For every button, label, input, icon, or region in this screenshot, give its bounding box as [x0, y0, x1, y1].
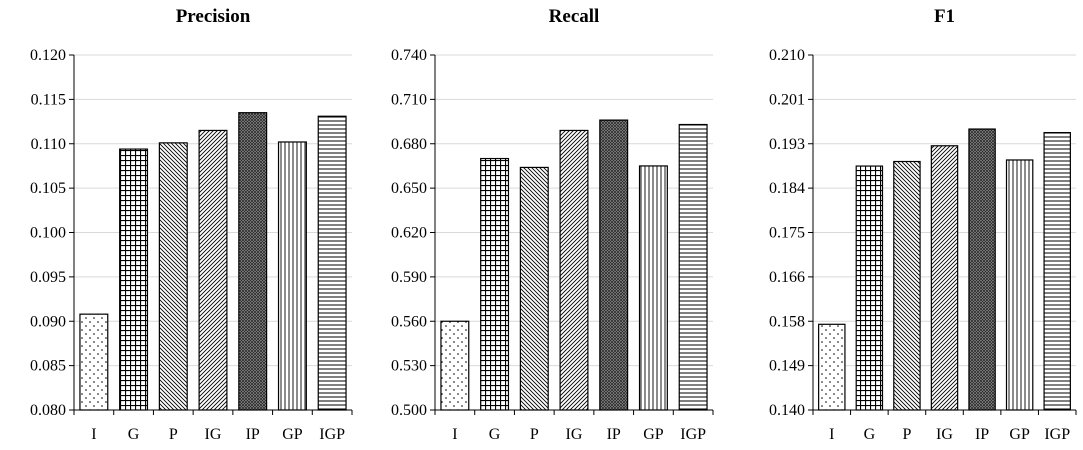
y-tick-label: 0.115 — [31, 91, 66, 108]
y-tick-label: 0.120 — [30, 47, 66, 64]
x-tick-label: IGP — [1044, 426, 1070, 443]
chart-title-precision: Precision — [176, 6, 251, 27]
bar-f1-p — [893, 160, 921, 411]
x-tick-label: I — [829, 426, 834, 443]
y-tick-label: 0.710 — [391, 91, 427, 108]
bar-f1-i — [818, 323, 846, 411]
bar-recall-ip — [599, 119, 629, 411]
bar-precision-gp — [277, 141, 307, 411]
bar-f1-gp — [1005, 159, 1034, 411]
y-tick-label: 0.560 — [391, 313, 427, 330]
x-tick-label: P — [902, 426, 911, 443]
bar-f1-ip — [968, 128, 996, 411]
x-tick-label: IP — [975, 426, 989, 443]
x-tick-label: GP — [1009, 426, 1030, 443]
y-tick-label: 0.500 — [391, 402, 427, 419]
x-tick-label: IG — [566, 426, 583, 443]
bar-precision-ig — [198, 129, 228, 411]
y-tick-label: 0.620 — [391, 225, 427, 242]
x-tick-label: IP — [246, 426, 260, 443]
chart-title-recall: Recall — [549, 6, 600, 27]
y-tick-label: 0.085 — [30, 358, 66, 375]
bar-recall-p — [519, 166, 549, 411]
y-tick-label: 0.175 — [769, 225, 805, 242]
bar-f1-igp — [1043, 131, 1071, 411]
y-tick-label: 0.166 — [769, 269, 805, 286]
y-tick-label: 0.210 — [769, 47, 805, 64]
y-tick-label: 0.149 — [769, 358, 805, 375]
y-tick-label: 0.680 — [391, 136, 427, 153]
y-tick-label: 0.100 — [30, 225, 66, 242]
y-tick-label: 0.095 — [30, 269, 66, 286]
y-tick-label: 0.530 — [391, 358, 427, 375]
y-tick-label: 0.140 — [769, 402, 805, 419]
x-tick-label: G — [489, 426, 501, 443]
bar-recall-igp — [678, 123, 708, 411]
x-tick-label: IG — [205, 426, 222, 443]
y-tick-label: 0.110 — [31, 136, 66, 153]
bar-f1-ig — [930, 145, 959, 411]
bar-precision-ip — [238, 112, 268, 411]
y-tick-label: 0.650 — [391, 180, 427, 197]
x-tick-label: P — [530, 426, 539, 443]
x-tick-label: P — [169, 426, 178, 443]
bar-precision-g — [119, 148, 149, 411]
bar-f1-g — [855, 165, 884, 411]
bar-recall-ig — [559, 129, 589, 411]
x-tick-label: IP — [607, 426, 621, 443]
bar-recall-g — [480, 157, 510, 411]
x-tick-label: IG — [936, 426, 953, 443]
x-tick-label: IGP — [680, 426, 706, 443]
y-tick-label: 0.090 — [30, 313, 66, 330]
x-tick-label: GP — [643, 426, 664, 443]
y-tick-label: 0.590 — [391, 269, 427, 286]
bar-precision-p — [158, 142, 188, 411]
chart-title-f1: F1 — [934, 6, 955, 27]
y-tick-label: 0.184 — [769, 180, 805, 197]
bar-recall-gp — [638, 165, 668, 411]
y-tick-label: 0.158 — [769, 313, 805, 330]
bar-precision-igp — [317, 115, 347, 411]
x-tick-label: I — [91, 426, 96, 443]
bar-precision-i — [79, 313, 109, 411]
x-tick-label: GP — [282, 426, 303, 443]
x-tick-label: I — [452, 426, 457, 443]
y-tick-label: 0.080 — [30, 402, 66, 419]
y-tick-label: 0.740 — [391, 47, 427, 64]
x-tick-label: G — [864, 426, 876, 443]
y-tick-label: 0.193 — [769, 136, 805, 153]
y-tick-label: 0.105 — [30, 180, 66, 197]
x-tick-label: IGP — [319, 426, 345, 443]
x-tick-label: G — [128, 426, 140, 443]
y-tick-label: 0.201 — [769, 91, 805, 108]
bar-recall-i — [440, 320, 470, 411]
